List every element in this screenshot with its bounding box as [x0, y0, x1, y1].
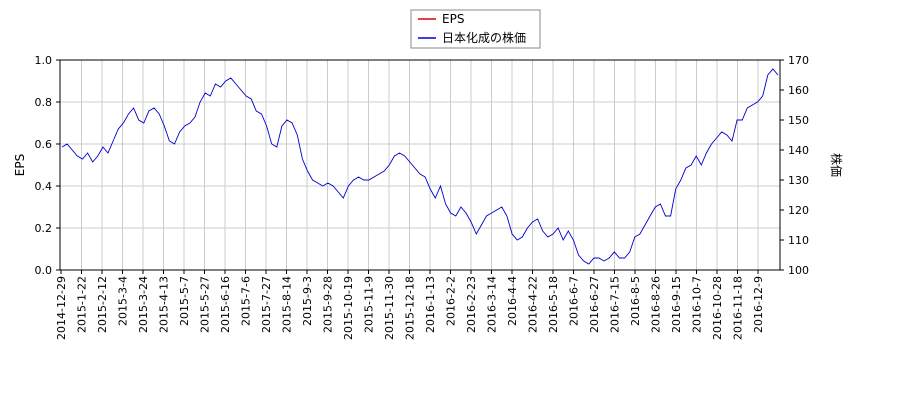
- x-tick-label: 2016-9-15: [670, 276, 683, 333]
- left-tick-label: 1.0: [35, 54, 53, 67]
- x-tick-label: 2016-3-14: [486, 276, 499, 333]
- right-tick-label: 170: [788, 54, 809, 67]
- x-tick-label: 2016-10-7: [691, 276, 704, 333]
- legend: EPS 日本化成の株価: [410, 9, 541, 49]
- right-tick-label: 100: [788, 264, 809, 277]
- right-axis-ticks: 100 110 120 130 140 150 160 170: [780, 54, 809, 277]
- x-tick-label: 2015-3-24: [137, 276, 150, 333]
- right-tick-label: 110: [788, 234, 809, 247]
- x-tick-label: 2014-12-29: [55, 276, 68, 340]
- gridlines: [60, 60, 780, 270]
- legend-label-eps: EPS: [442, 12, 464, 26]
- x-tick-label: 2016-1-13: [424, 276, 437, 333]
- x-tick-label: 2016-6-27: [588, 276, 601, 333]
- left-tick-label: 0.2: [35, 222, 53, 235]
- x-tick-label: 2016-11-18: [732, 276, 745, 340]
- left-axis-ticks: 0.0 0.2 0.4 0.6 0.8 1.0: [35, 54, 60, 277]
- x-tick-label: 2015-5-7: [178, 276, 191, 326]
- x-tick-label: 2015-7-6: [240, 276, 253, 326]
- x-tick-label: 2016-5-18: [547, 276, 560, 333]
- left-tick-label: 0.4: [35, 180, 53, 193]
- x-tick-label: 2015-7-27: [260, 276, 273, 333]
- x-tick-label: 2015-5-27: [199, 276, 212, 333]
- x-tick-label: 2016-10-28: [711, 276, 724, 340]
- legend-box: [410, 9, 541, 49]
- right-tick-label: 130: [788, 174, 809, 187]
- x-tick-label: 2015-11-30: [383, 276, 396, 340]
- x-tick-label: 2015-3-4: [117, 276, 130, 326]
- x-tick-label: 2016-4-4: [506, 276, 519, 326]
- x-tick-label: 2016-12-9: [752, 276, 765, 333]
- left-tick-label: 0.8: [35, 96, 53, 109]
- x-tick-label: 2016-8-5: [629, 276, 642, 326]
- right-tick-label: 140: [788, 144, 809, 157]
- y-right-axis-title: 株価: [829, 153, 844, 177]
- x-tick-label: 2015-8-14: [281, 276, 294, 333]
- x-tick-label: 2016-8-26: [650, 276, 663, 333]
- x-tick-label: 2016-7-15: [609, 276, 622, 333]
- x-tick-label: 2016-6-7: [568, 276, 581, 326]
- x-tick-label: 2015-9-28: [322, 276, 335, 333]
- x-tick-label: 2015-4-13: [158, 276, 171, 333]
- plot-background: [60, 60, 780, 270]
- series-line-stock-price: [61, 68, 779, 265]
- y-left-axis-title: EPS: [13, 154, 27, 176]
- left-tick-label: 0.0: [35, 264, 53, 277]
- x-tick-label: 2015-9-3: [301, 276, 314, 326]
- right-tick-label: 120: [788, 204, 809, 217]
- legend-label-stock: 日本化成の株価: [442, 30, 526, 45]
- x-tick-label: 2015-1-22: [76, 276, 89, 333]
- x-tick-label: 2015-2-12: [96, 276, 109, 333]
- series-layer: [61, 68, 779, 265]
- x-tick-label: 2015-11-9: [363, 276, 376, 333]
- x-tick-label: 2015-10-19: [342, 276, 355, 340]
- x-tick-label: 2016-2-2: [445, 276, 458, 326]
- x-tick-label: 2015-12-18: [404, 276, 417, 340]
- x-tick-label: 2016-2-23: [465, 276, 478, 333]
- right-tick-label: 150: [788, 114, 809, 127]
- plot-frame: [59, 59, 781, 271]
- x-tick-label: 2016-4-22: [527, 276, 540, 333]
- left-tick-label: 0.6: [35, 138, 53, 151]
- right-tick-label: 160: [788, 84, 809, 97]
- x-axis-ticks: 2014-12-29 2015-1-22 2015-2-12 2015-3-4 2015…: [55, 270, 765, 340]
- x-tick-label: 2015-6-16: [219, 276, 232, 333]
